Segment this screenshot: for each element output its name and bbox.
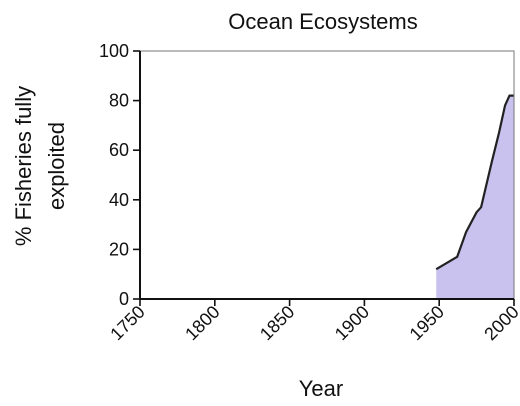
series-line-0 <box>435 94 514 271</box>
x-tick-label: 2000 <box>480 302 520 344</box>
y-axis-label-line: exploited <box>44 122 69 210</box>
chart-title: Ocean Ecosystems <box>228 9 418 34</box>
x-axis-label: Year <box>299 376 343 401</box>
x-tick-label: 1850 <box>256 302 298 344</box>
y-tick-label: 40 <box>109 190 129 210</box>
y-tick-label: 0 <box>119 289 129 309</box>
y-tick-label: 20 <box>109 239 129 259</box>
x-tick-label: 1800 <box>181 302 223 344</box>
x-tick-label: 1900 <box>331 302 373 344</box>
y-axis-label: % Fisheries fully exploited <box>11 86 69 246</box>
y-tick-label: 60 <box>109 140 129 160</box>
y-tick-label: 100 <box>99 41 129 61</box>
series-area-0 <box>436 95 514 299</box>
x-tick-label: 1950 <box>406 302 448 344</box>
y-tick-label: 80 <box>109 91 129 111</box>
plot-area: 0 20 40 60 80 100 1750 1800 1850 1900 1950 2000 <box>99 41 520 344</box>
y-axis-label-line: % Fisheries fully <box>11 86 36 246</box>
x-tick-label: 1750 <box>106 302 148 344</box>
